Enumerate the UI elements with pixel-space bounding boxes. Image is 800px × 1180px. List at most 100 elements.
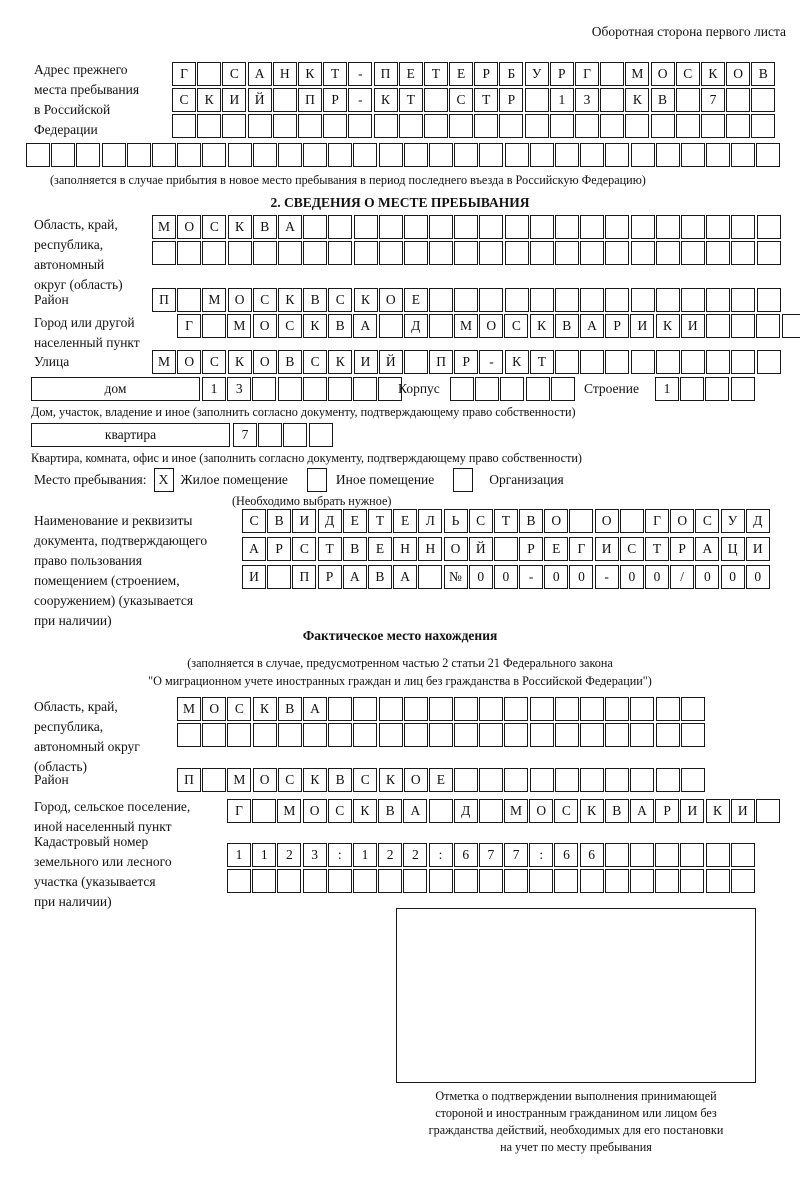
char-cell[interactable] [700, 114, 725, 138]
char-cell[interactable]: / [670, 565, 695, 589]
char-cell[interactable]: Р [605, 314, 630, 338]
char-cell[interactable] [731, 215, 756, 239]
char-cell[interactable]: М [625, 62, 650, 86]
char-cell[interactable] [353, 143, 378, 167]
char-cell[interactable]: Е [342, 509, 367, 533]
char-cell[interactable] [227, 869, 251, 893]
char-cell[interactable] [302, 377, 327, 401]
char-cell[interactable] [429, 241, 454, 265]
char-cell[interactable] [555, 215, 579, 239]
char-cell[interactable]: 0 [468, 565, 493, 589]
char-cell[interactable] [706, 350, 731, 374]
char-cell[interactable] [500, 377, 525, 401]
char-cell[interactable] [227, 241, 252, 265]
char-cell[interactable] [328, 241, 353, 265]
char-cell[interactable]: - [479, 350, 504, 374]
char-cell[interactable]: П [292, 565, 317, 589]
char-cell[interactable] [499, 114, 524, 138]
char-cell[interactable]: О [670, 509, 695, 533]
char-cell[interactable]: О [227, 288, 252, 312]
char-cell[interactable]: С [277, 768, 302, 792]
char-cell[interactable]: В [378, 799, 403, 823]
char-cell[interactable] [428, 869, 453, 893]
char-cell[interactable] [449, 114, 474, 138]
char-cell[interactable]: А [242, 537, 266, 561]
char-cell[interactable]: Р [267, 537, 292, 561]
char-cell[interactable]: О [594, 509, 619, 533]
char-cell[interactable]: К [529, 314, 554, 338]
char-cell[interactable] [403, 697, 428, 721]
char-cell[interactable]: С [172, 88, 196, 112]
char-cell[interactable]: П [373, 62, 398, 86]
char-cell[interactable]: Р [499, 88, 524, 112]
char-cell[interactable] [475, 377, 500, 401]
char-cell[interactable] [308, 423, 333, 447]
char-cell[interactable]: А [403, 799, 428, 823]
char-cell[interactable] [731, 314, 756, 338]
char-cell[interactable]: 0 [695, 565, 720, 589]
char-cell[interactable] [524, 114, 549, 138]
char-cell[interactable] [600, 62, 625, 86]
char-cell[interactable] [575, 114, 599, 138]
char-cell[interactable]: В [252, 215, 277, 239]
char-cell[interactable]: П [152, 288, 176, 312]
char-cell[interactable]: С [504, 314, 529, 338]
char-cell[interactable] [378, 314, 403, 338]
char-cell[interactable]: : [428, 843, 453, 867]
char-cell[interactable]: К [655, 314, 680, 338]
char-cell[interactable]: Е [428, 768, 453, 792]
char-cell[interactable] [554, 143, 579, 167]
char-cell[interactable] [297, 114, 322, 138]
char-cell[interactable] [272, 114, 297, 138]
char-cell[interactable]: А [630, 799, 654, 823]
char-cell[interactable]: О [252, 768, 277, 792]
char-cell[interactable]: 1 [549, 88, 574, 112]
char-cell[interactable]: С [328, 288, 353, 312]
char-cell[interactable] [353, 377, 378, 401]
char-cell[interactable] [630, 843, 654, 867]
char-cell[interactable] [580, 350, 605, 374]
char-cell[interactable]: А [580, 314, 604, 338]
char-cell[interactable] [479, 215, 504, 239]
char-cell[interactable] [504, 215, 529, 239]
char-cell[interactable]: Е [398, 62, 423, 86]
char-cell[interactable]: 7 [504, 843, 529, 867]
char-cell[interactable]: 2 [277, 843, 302, 867]
char-cell[interactable] [756, 314, 781, 338]
char-cell[interactable]: М [227, 768, 252, 792]
char-cell[interactable]: В [519, 509, 544, 533]
char-cell[interactable] [479, 768, 504, 792]
char-cell[interactable]: К [373, 88, 398, 112]
char-cell[interactable] [604, 869, 629, 893]
char-cell[interactable] [403, 143, 428, 167]
char-cell[interactable] [177, 288, 202, 312]
char-cell[interactable]: Р [323, 88, 348, 112]
stay-option-2-checkbox[interactable] [453, 468, 474, 492]
korpus-cells[interactable] [450, 377, 576, 401]
char-cell[interactable] [630, 288, 655, 312]
char-cell[interactable] [706, 241, 731, 265]
char-cell[interactable]: 1 [352, 843, 377, 867]
char-cell[interactable] [756, 288, 781, 312]
char-cell[interactable] [549, 114, 574, 138]
char-cell[interactable] [730, 843, 755, 867]
char-cell[interactable] [504, 869, 529, 893]
char-cell[interactable]: К [252, 697, 277, 721]
char-cell[interactable] [705, 377, 730, 401]
char-cell[interactable]: К [297, 62, 322, 86]
char-cell[interactable]: В [277, 350, 302, 374]
char-cell[interactable] [580, 241, 605, 265]
char-cell[interactable] [504, 143, 529, 167]
char-cell[interactable] [550, 377, 575, 401]
char-cell[interactable]: И [594, 537, 619, 561]
char-cell[interactable] [726, 114, 751, 138]
char-cell[interactable]: Е [449, 62, 474, 86]
char-cell[interactable]: Ь [443, 509, 468, 533]
char-cell[interactable]: В [650, 88, 675, 112]
char-cell[interactable]: : [529, 843, 554, 867]
char-cell[interactable] [177, 241, 202, 265]
char-cell[interactable] [605, 697, 630, 721]
char-cell[interactable] [751, 114, 776, 138]
char-cell[interactable] [731, 288, 756, 312]
char-cell[interactable]: 7 [700, 88, 725, 112]
